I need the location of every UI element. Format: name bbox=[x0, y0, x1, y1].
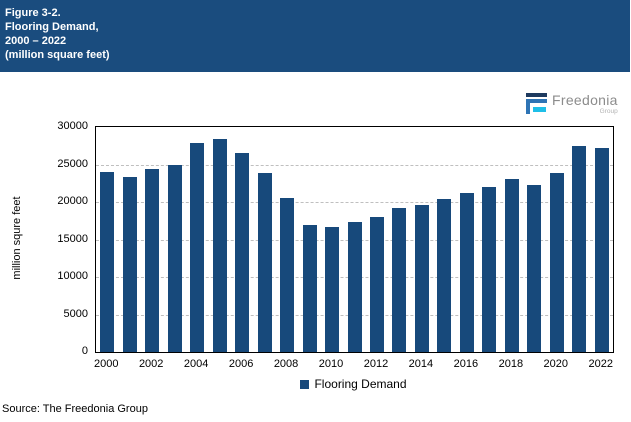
bar-2011 bbox=[347, 222, 362, 352]
plot-area bbox=[95, 126, 614, 353]
bar-2018 bbox=[504, 178, 519, 352]
y-tick-label-20000: 20000 bbox=[57, 195, 88, 207]
logo-text: Freedonia Group bbox=[552, 92, 618, 116]
bar-2012 bbox=[369, 217, 384, 352]
x-tick-label-2018: 2018 bbox=[498, 358, 524, 370]
source-note: Source: The Freedonia Group bbox=[2, 403, 148, 415]
bar-2008 bbox=[280, 198, 295, 352]
x-tick-label-2010: 2010 bbox=[318, 358, 344, 370]
legend: Flooring Demand bbox=[95, 377, 612, 391]
bar-2017 bbox=[482, 187, 497, 352]
y-tick-label-5000: 5000 bbox=[63, 307, 88, 320]
bar-2016 bbox=[459, 193, 474, 352]
bar-2001 bbox=[122, 176, 137, 352]
x-tick-label-2014: 2014 bbox=[408, 358, 434, 370]
x-tick-label-2020: 2020 bbox=[543, 358, 569, 370]
figure-number: Figure 3-2. bbox=[5, 7, 61, 19]
bar-2005 bbox=[212, 139, 227, 352]
y-tick-label-15000: 15000 bbox=[57, 232, 88, 245]
bar-2009 bbox=[302, 225, 317, 352]
x-tick-label-2004: 2004 bbox=[183, 358, 209, 370]
x-tick-label-2012: 2012 bbox=[363, 358, 389, 370]
logo-navy-bar bbox=[526, 93, 547, 97]
y-tick-label-25000: 25000 bbox=[57, 157, 88, 170]
bar-2000 bbox=[100, 172, 115, 352]
x-tick-label-2022: 2022 bbox=[588, 358, 613, 370]
bar-2014 bbox=[414, 205, 429, 352]
x-tick-label-2008: 2008 bbox=[273, 358, 299, 370]
x-tick-label-2002: 2002 bbox=[138, 358, 164, 370]
bar-2010 bbox=[325, 226, 340, 352]
figure-years-line: 2000 – 2022 bbox=[5, 35, 67, 47]
x-tick-label-2016: 2016 bbox=[453, 358, 479, 370]
bar-2015 bbox=[437, 199, 452, 352]
bar-2002 bbox=[145, 169, 160, 352]
logo-blue-bar bbox=[526, 99, 547, 103]
logo-cyan-bar bbox=[533, 107, 546, 112]
logo-blue-stem bbox=[526, 99, 530, 114]
x-tick-label-2006: 2006 bbox=[228, 358, 254, 370]
figure-title-band: Figure 3-2. Flooring Demand, 2000 – 2022… bbox=[0, 0, 630, 72]
bar-2022 bbox=[594, 148, 609, 352]
gridline-20000 bbox=[96, 202, 613, 203]
bar-2021 bbox=[572, 145, 587, 352]
logo-brand-sub: Group bbox=[599, 108, 618, 115]
bar-2004 bbox=[190, 142, 205, 352]
bar-2003 bbox=[167, 165, 182, 352]
x-tick-label-2000: 2000 bbox=[93, 358, 119, 370]
y-axis-title: million squre feet bbox=[11, 196, 23, 280]
logo-brand-name: Freedonia bbox=[552, 92, 618, 108]
bar-2007 bbox=[257, 172, 272, 352]
y-tick-label-30000: 30000 bbox=[57, 120, 88, 132]
legend-swatch-flooring-demand bbox=[300, 379, 310, 389]
y-tick-label-0: 0 bbox=[81, 345, 88, 357]
legend-label: Flooring Demand bbox=[314, 377, 407, 391]
bar-2019 bbox=[527, 184, 542, 352]
gridline-25000 bbox=[96, 164, 613, 166]
bar-2013 bbox=[392, 208, 407, 352]
freedonia-logo-icon bbox=[526, 93, 547, 114]
freedonia-logo: Freedonia Group bbox=[526, 93, 618, 115]
figure-title-line: Flooring Demand, bbox=[5, 21, 99, 33]
y-tick-label-10000: 10000 bbox=[57, 270, 88, 282]
bar-2020 bbox=[549, 172, 564, 352]
bar-2006 bbox=[235, 153, 250, 352]
figure-units-line: (million square feet) bbox=[5, 49, 110, 61]
